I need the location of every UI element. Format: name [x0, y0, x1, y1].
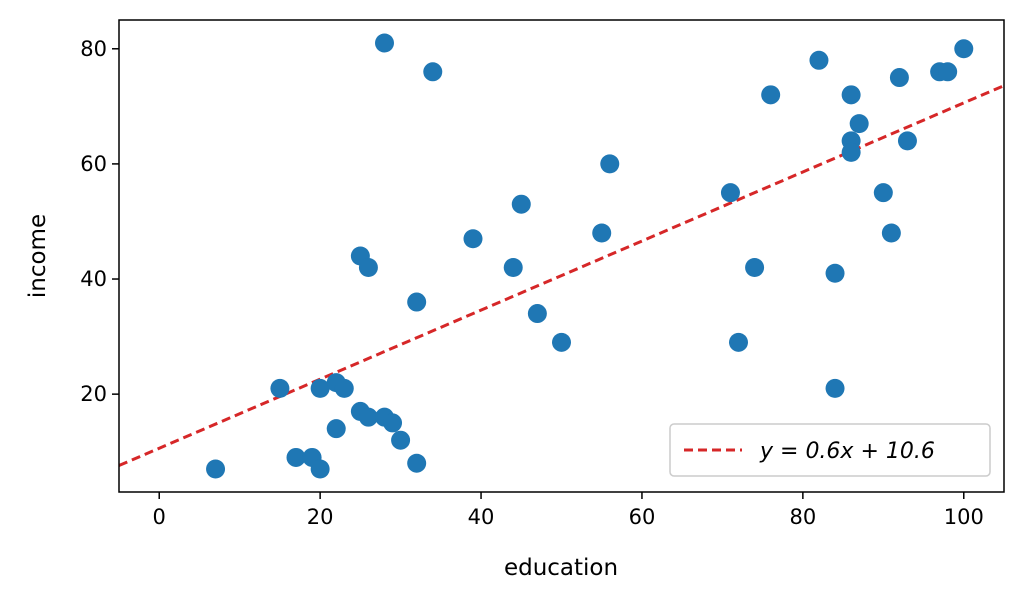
- data-point: [527, 304, 547, 324]
- data-point: [391, 430, 411, 450]
- data-point: [375, 33, 394, 53]
- data-point: [286, 447, 306, 467]
- data-point: [206, 459, 226, 479]
- x-tick-label: 100: [944, 505, 984, 529]
- data-point: [873, 183, 893, 203]
- x-axis-label: education: [504, 555, 618, 581]
- x-tick-label: 60: [629, 505, 656, 529]
- y-axis-label: income: [25, 214, 51, 298]
- x-tick-label: 40: [468, 505, 495, 529]
- x-tick-label: 80: [789, 505, 816, 529]
- data-point: [849, 114, 869, 134]
- points-layer: [206, 33, 974, 479]
- y-tick-label: 20: [80, 382, 107, 406]
- data-point: [270, 378, 290, 398]
- data-point: [954, 39, 974, 59]
- data-point: [889, 68, 909, 88]
- data-point: [881, 223, 901, 243]
- data-point: [897, 131, 917, 151]
- legend-box: [669, 423, 991, 477]
- data-point: [825, 378, 845, 398]
- fit-line: [119, 84, 1004, 467]
- data-point: [358, 258, 378, 278]
- legend: y = 0.6x + 10.6: [669, 423, 991, 477]
- data-point: [729, 332, 748, 352]
- legend-label: y = 0.6x + 10.6: [759, 439, 935, 464]
- data-point: [423, 62, 443, 82]
- data-point: [841, 142, 861, 162]
- data-point: [326, 419, 346, 439]
- data-point: [310, 459, 330, 479]
- data-point: [310, 378, 330, 398]
- data-point: [407, 292, 427, 312]
- data-point: [761, 85, 781, 105]
- data-point: [407, 453, 427, 473]
- data-point: [552, 332, 571, 352]
- data-point: [825, 263, 845, 283]
- data-point: [383, 413, 403, 433]
- data-point: [600, 154, 620, 174]
- x-tick-label: 20: [307, 505, 334, 529]
- y-axis: 20 40 60 80: [80, 37, 119, 406]
- data-point: [809, 50, 829, 70]
- data-point: [841, 85, 861, 105]
- y-tick-label: 40: [80, 267, 107, 291]
- y-tick-label: 80: [80, 37, 107, 61]
- data-point: [745, 258, 765, 278]
- data-point: [938, 62, 958, 82]
- data-point: [334, 378, 354, 398]
- data-point: [463, 229, 483, 249]
- data-point: [592, 223, 612, 243]
- data-point: [511, 194, 531, 214]
- data-point: [720, 183, 740, 203]
- data-point: [503, 258, 523, 278]
- fit-line-layer: [119, 84, 1004, 467]
- x-axis: 0 20 40 60 80 100: [153, 492, 984, 529]
- plot-frame: [118, 19, 1005, 493]
- y-tick-label: 60: [80, 152, 107, 176]
- x-tick-label: 0: [153, 505, 166, 529]
- data-point: [358, 407, 378, 427]
